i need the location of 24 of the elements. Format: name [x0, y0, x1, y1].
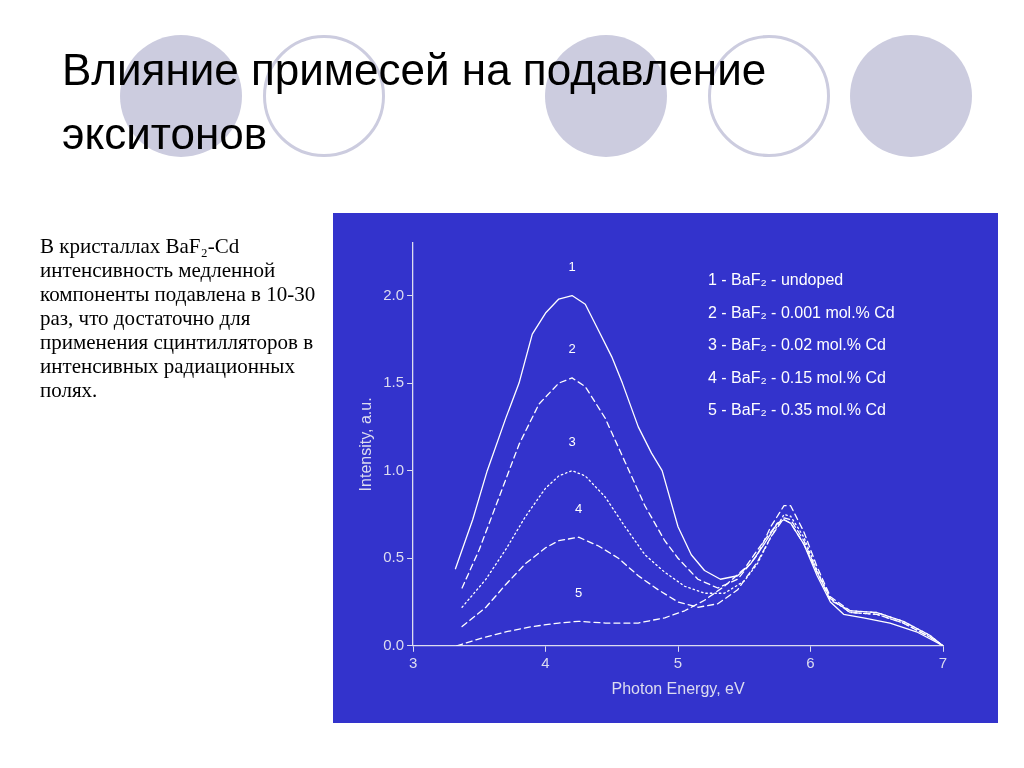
- x-tick-label: 3: [408, 653, 418, 671]
- x-tick-label: 5: [673, 653, 683, 671]
- series-label: 1: [568, 259, 576, 275]
- y-tick-label: 2.0: [383, 285, 405, 303]
- x-tick-label: 7: [938, 653, 948, 671]
- y-axis-title: Intensity, a.u.: [357, 397, 375, 492]
- y-tick-label: 1.0: [383, 460, 405, 478]
- x-tick-label: 6: [806, 653, 815, 671]
- x-axis-title: Photon Energy, eV: [611, 679, 745, 697]
- annotation: 3 - BaF₂ - 0.02 mol.% Cd: [708, 336, 886, 354]
- annotation: 5 - BaF₂ - 0.35 mol.% Cd: [708, 401, 886, 419]
- annotation: 4 - BaF₂ - 0.15 mol.% Cd: [708, 368, 886, 386]
- series-label: 5: [575, 584, 583, 600]
- series-label: 2: [568, 341, 576, 357]
- y-tick-label: 0.5: [383, 548, 405, 566]
- y-tick-label: 1.5: [383, 373, 405, 391]
- series-label: 4: [575, 500, 583, 516]
- series-label: 3: [568, 434, 576, 450]
- annotation: 1 - BaF₂ - undoped: [708, 271, 844, 289]
- text: В кристаллах BaF₂-Cd интенсивность медленной компоненты подавлена в 10-30 раз, что достаточно для применения сцинтилляторов в интенсивных радиационных полях.: [40, 234, 317, 402]
- y-tick-label: 0.0: [383, 635, 405, 653]
- annotation: 2 - BaF₂ - 0.001 mol.% Cd: [708, 303, 895, 321]
- x-tick-label: 4: [541, 653, 550, 671]
- chart-title: Влияние примесей на подавление экситонов: [62, 44, 768, 160]
